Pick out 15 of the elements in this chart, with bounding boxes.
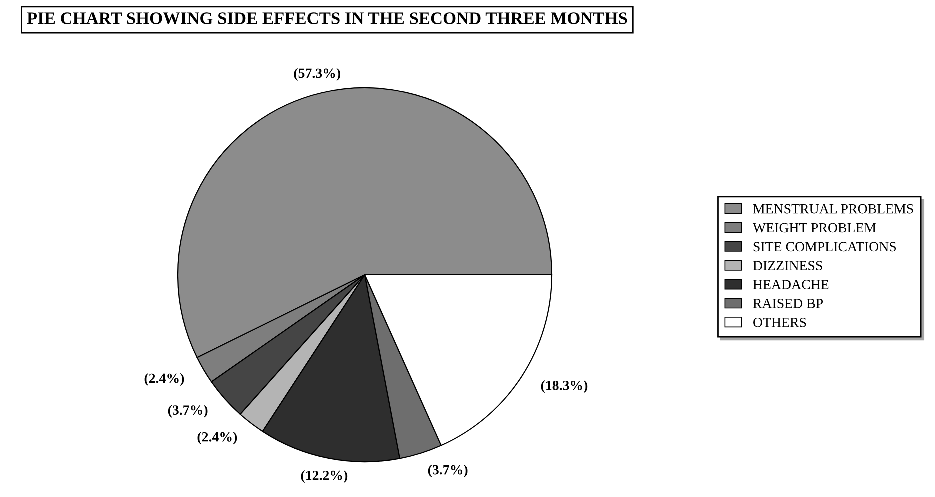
data-label: (2.4%) (144, 373, 184, 386)
legend-label: DIZZINESS (753, 261, 822, 271)
data-label: (12.2%) (301, 470, 348, 484)
legend-label: RAISED BP (753, 299, 824, 308)
data-label: (57.3%) (294, 68, 340, 81)
data-label: (18.3%) (541, 380, 588, 394)
legend-label: OTHERS (754, 318, 806, 328)
data-label: (2.4%) (198, 432, 238, 445)
chart-title: PIE CHART SHOWING SIDE EFFECTS IN THE SECOND THREE MONTHS (27, 12, 628, 24)
legend-label: MENSTRUAL PROBLEMS (753, 204, 914, 214)
legend-label: SITE COMPLICATIONS (754, 242, 896, 252)
legend-label: WEIGHT PROBLEM (752, 223, 876, 233)
legend-label: HEADACHE (753, 280, 829, 290)
data-label: (3.7%) (428, 464, 468, 478)
data-label: (3.7%) (168, 405, 208, 418)
